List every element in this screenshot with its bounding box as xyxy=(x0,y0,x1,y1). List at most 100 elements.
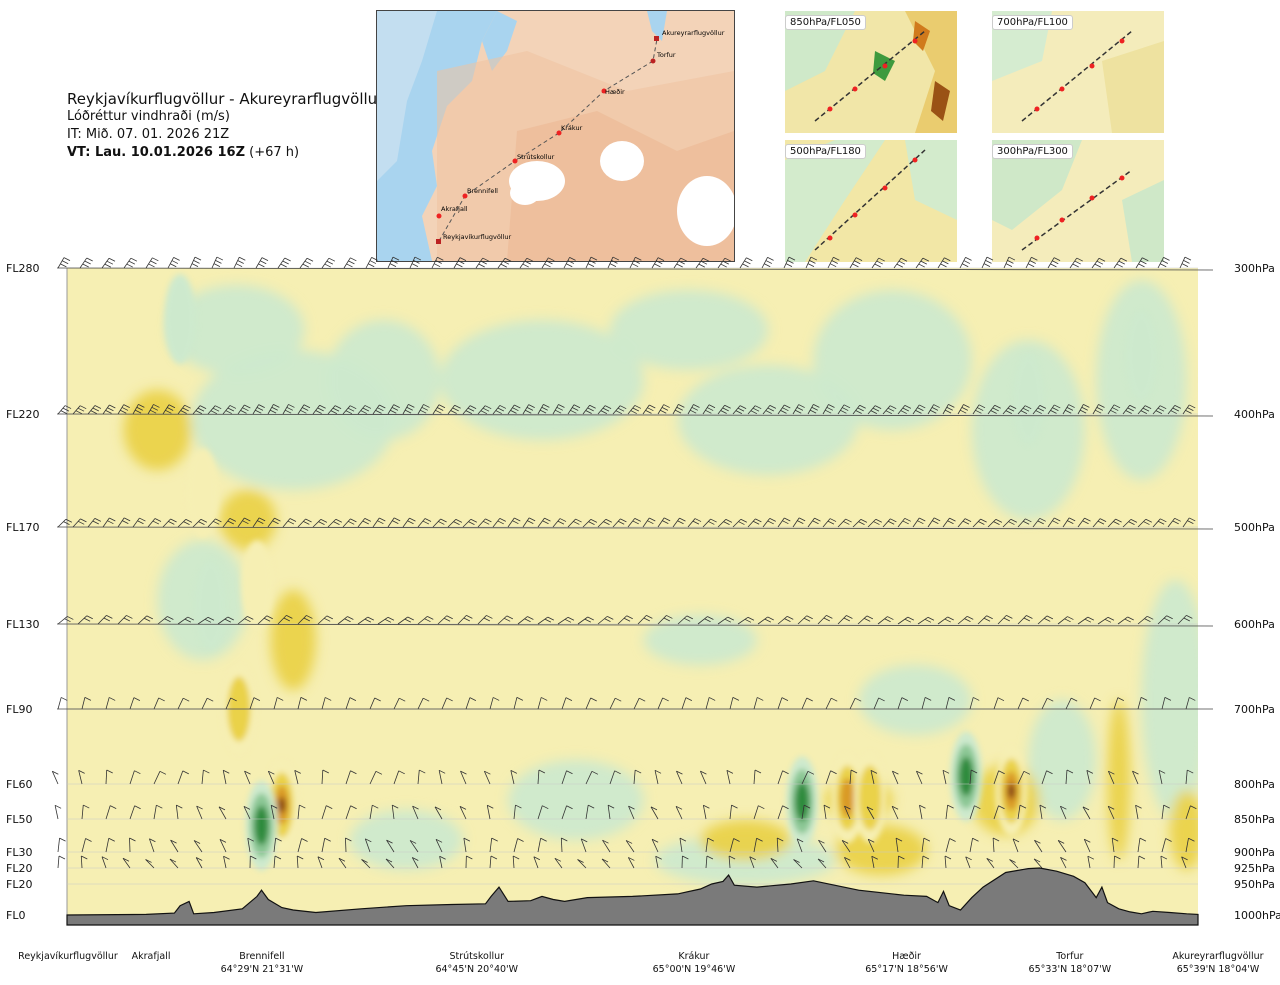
barb-flag xyxy=(703,258,709,261)
wind-barb xyxy=(168,257,174,268)
wind-barb xyxy=(58,856,59,868)
fl-label-5: FL60 xyxy=(6,778,32,791)
wind-barb xyxy=(322,258,329,268)
hpa-label-6: 850hPa xyxy=(1234,813,1275,826)
barb-flag xyxy=(525,261,531,264)
barb-flag xyxy=(456,264,462,267)
barb-flag xyxy=(1099,258,1105,261)
location-name-6: Torfur xyxy=(1055,951,1083,962)
barb-flag xyxy=(1006,264,1012,267)
barb-flag xyxy=(325,264,331,267)
wind-barb xyxy=(300,258,307,268)
wind-barb xyxy=(58,838,60,852)
fl-label-3: FL130 xyxy=(6,618,39,631)
barb-flag xyxy=(658,258,664,261)
hpa-label-8: 925hPa xyxy=(1234,862,1275,875)
barb-flag xyxy=(545,264,551,267)
barb-flag xyxy=(699,264,705,267)
barb-flag xyxy=(1052,261,1058,264)
wind-barb xyxy=(1026,257,1031,268)
barb-flag xyxy=(570,257,576,260)
barb-flag xyxy=(941,264,947,267)
barb-flag xyxy=(679,261,685,264)
barb-flag xyxy=(527,258,533,261)
wind-barb xyxy=(630,257,635,268)
barb-flag xyxy=(1031,257,1037,260)
barb-flag xyxy=(721,264,727,267)
wind-barb xyxy=(850,258,856,268)
barb-flag xyxy=(919,264,925,267)
barb-flag xyxy=(964,261,970,264)
barb-flag xyxy=(901,258,907,261)
barb-flag xyxy=(1028,264,1034,267)
barb-flag xyxy=(370,261,376,264)
barb-flag xyxy=(610,264,616,267)
hpa-label-4: 700hPa xyxy=(1234,703,1275,716)
hpa-label-5: 800hPa xyxy=(1234,778,1275,791)
barb-flag xyxy=(985,260,991,263)
barb-flag xyxy=(393,257,399,260)
barb-flag xyxy=(681,258,687,261)
wind-barb xyxy=(564,257,570,268)
field-patch xyxy=(327,320,440,440)
wind-barb xyxy=(1180,257,1185,268)
barb-flag xyxy=(105,264,111,267)
barb-flag xyxy=(1121,258,1127,261)
barb-flag xyxy=(285,258,291,261)
barb-flag xyxy=(632,264,638,267)
barb-flag xyxy=(1030,260,1036,263)
barb-flag xyxy=(654,264,660,267)
barb-flag xyxy=(129,261,135,264)
barb-flag xyxy=(83,264,89,267)
barb-flag xyxy=(238,260,244,263)
fl-label-9: FL20 xyxy=(6,878,32,891)
location-name-5: Hæðir xyxy=(892,951,921,962)
location-name-2: Brennifell xyxy=(239,951,284,962)
barb-flag xyxy=(984,264,990,267)
wind-barb xyxy=(674,258,681,268)
barb-flag xyxy=(768,257,774,260)
barb-flag xyxy=(192,264,198,267)
wind-barb xyxy=(806,257,811,268)
wind-barb xyxy=(278,258,285,268)
barb-flag xyxy=(966,257,972,260)
barb-flag xyxy=(329,258,335,261)
barb-flag xyxy=(789,257,795,260)
barb-flag xyxy=(152,258,158,261)
wind-barb xyxy=(784,257,789,268)
barb-flag xyxy=(61,411,67,414)
wind-barb xyxy=(256,258,262,268)
barb-flag xyxy=(852,264,858,267)
location-name-3: Strútskollur xyxy=(450,951,505,962)
barb-flag xyxy=(87,258,93,261)
wind-barb xyxy=(608,257,613,268)
wind-barb xyxy=(652,258,658,268)
wind-barb xyxy=(1048,258,1054,268)
barb-flag xyxy=(1007,260,1013,263)
wind-barb xyxy=(58,258,64,268)
barb-flag xyxy=(61,697,67,700)
barb-flag xyxy=(877,261,883,264)
wind-barb xyxy=(1092,258,1099,268)
barb-flag xyxy=(1009,257,1015,260)
barb-flag xyxy=(1140,261,1146,264)
barb-flag xyxy=(786,264,792,267)
barb-flag xyxy=(194,260,200,263)
barb-flag xyxy=(217,257,223,260)
barb-flag xyxy=(260,261,266,264)
hpa-label-9: 950hPa xyxy=(1234,878,1275,891)
wind-barb xyxy=(55,805,58,819)
barb-flag xyxy=(766,261,772,264)
wind-barb xyxy=(234,257,239,268)
barb-flag xyxy=(613,257,619,260)
barb-flag xyxy=(875,264,881,267)
wind-barb xyxy=(916,258,923,268)
fl-label-4: FL90 xyxy=(6,703,32,716)
wind-barb xyxy=(1158,257,1164,268)
barb-flag xyxy=(944,258,950,261)
barb-flag xyxy=(809,260,815,263)
barb-flag xyxy=(808,264,814,267)
velocity-cell-1 xyxy=(254,806,268,846)
location-name-1: Akrafjall xyxy=(132,951,171,962)
